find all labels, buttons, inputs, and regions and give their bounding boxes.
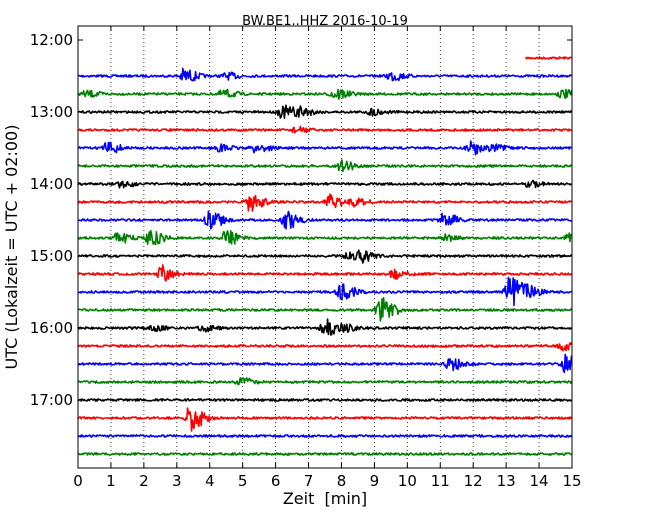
trace-line xyxy=(77,249,572,264)
y-tick-label: 15:00 xyxy=(30,247,73,265)
trace-line xyxy=(77,230,572,246)
x-tick-label: 4 xyxy=(205,472,215,490)
trace-line xyxy=(77,179,573,189)
trace-line xyxy=(77,452,573,456)
trace-line xyxy=(77,377,573,386)
x-tick-label: 0 xyxy=(73,472,83,490)
chart-title: BW.BE1..HHZ 2016-10-19 xyxy=(242,14,408,29)
y-tick-label: 12:00 xyxy=(30,31,73,49)
trace-line xyxy=(77,297,573,322)
trace-line xyxy=(77,67,572,82)
trace-line xyxy=(77,407,573,432)
x-tick-label: 15 xyxy=(562,472,581,490)
trace-line xyxy=(77,318,573,336)
x-grid xyxy=(110,26,540,468)
x-tick-label: 2 xyxy=(139,472,149,490)
x-tick-label: 1 xyxy=(106,472,116,490)
x-tick-label: 13 xyxy=(497,472,516,490)
y-tick-label: 14:00 xyxy=(30,175,73,193)
trace-line xyxy=(77,88,573,100)
x-tick-label: 6 xyxy=(271,472,281,490)
y-tick-label: 17:00 xyxy=(30,391,73,409)
x-tick-label: 5 xyxy=(238,472,248,490)
trace-line xyxy=(77,210,572,230)
y-axis: 12:00 13:00 14:00 15:00 16:00 17:00 xyxy=(30,31,572,409)
trace-line xyxy=(77,353,573,374)
y-axis-label: UTC (Lokalzeit = UTC + 02:00) xyxy=(2,125,21,370)
plot-frame xyxy=(77,25,573,469)
x-tick-label: 10 xyxy=(398,472,417,490)
seismic-traces xyxy=(77,56,573,456)
trace-line xyxy=(77,159,572,173)
y-tick-label: 16:00 xyxy=(30,319,73,337)
x-tick-label: 14 xyxy=(530,472,549,490)
y-tick-label: 13:00 xyxy=(30,103,73,121)
trace-line xyxy=(525,56,572,60)
trace-line xyxy=(77,264,573,282)
trace-line xyxy=(77,193,572,212)
trace-line xyxy=(77,342,573,352)
x-tick-label: 8 xyxy=(337,472,347,490)
x-axis: 0 1 2 3 4 5 6 7 8 9 10 11 12 13 14 15 xyxy=(73,26,582,490)
trace-line xyxy=(77,125,573,134)
trace-line xyxy=(77,398,573,402)
x-tick-label: 12 xyxy=(464,472,483,490)
x-tick-label: 11 xyxy=(431,472,450,490)
trace-line xyxy=(77,140,573,156)
x-tick-label: 3 xyxy=(172,472,182,490)
trace-line xyxy=(77,276,572,307)
x-tick-label: 9 xyxy=(370,472,380,490)
x-axis-label: Zeit [min] xyxy=(283,489,367,508)
trace-line xyxy=(77,434,573,438)
x-tick-label: 7 xyxy=(304,472,314,490)
trace-line xyxy=(78,104,572,119)
